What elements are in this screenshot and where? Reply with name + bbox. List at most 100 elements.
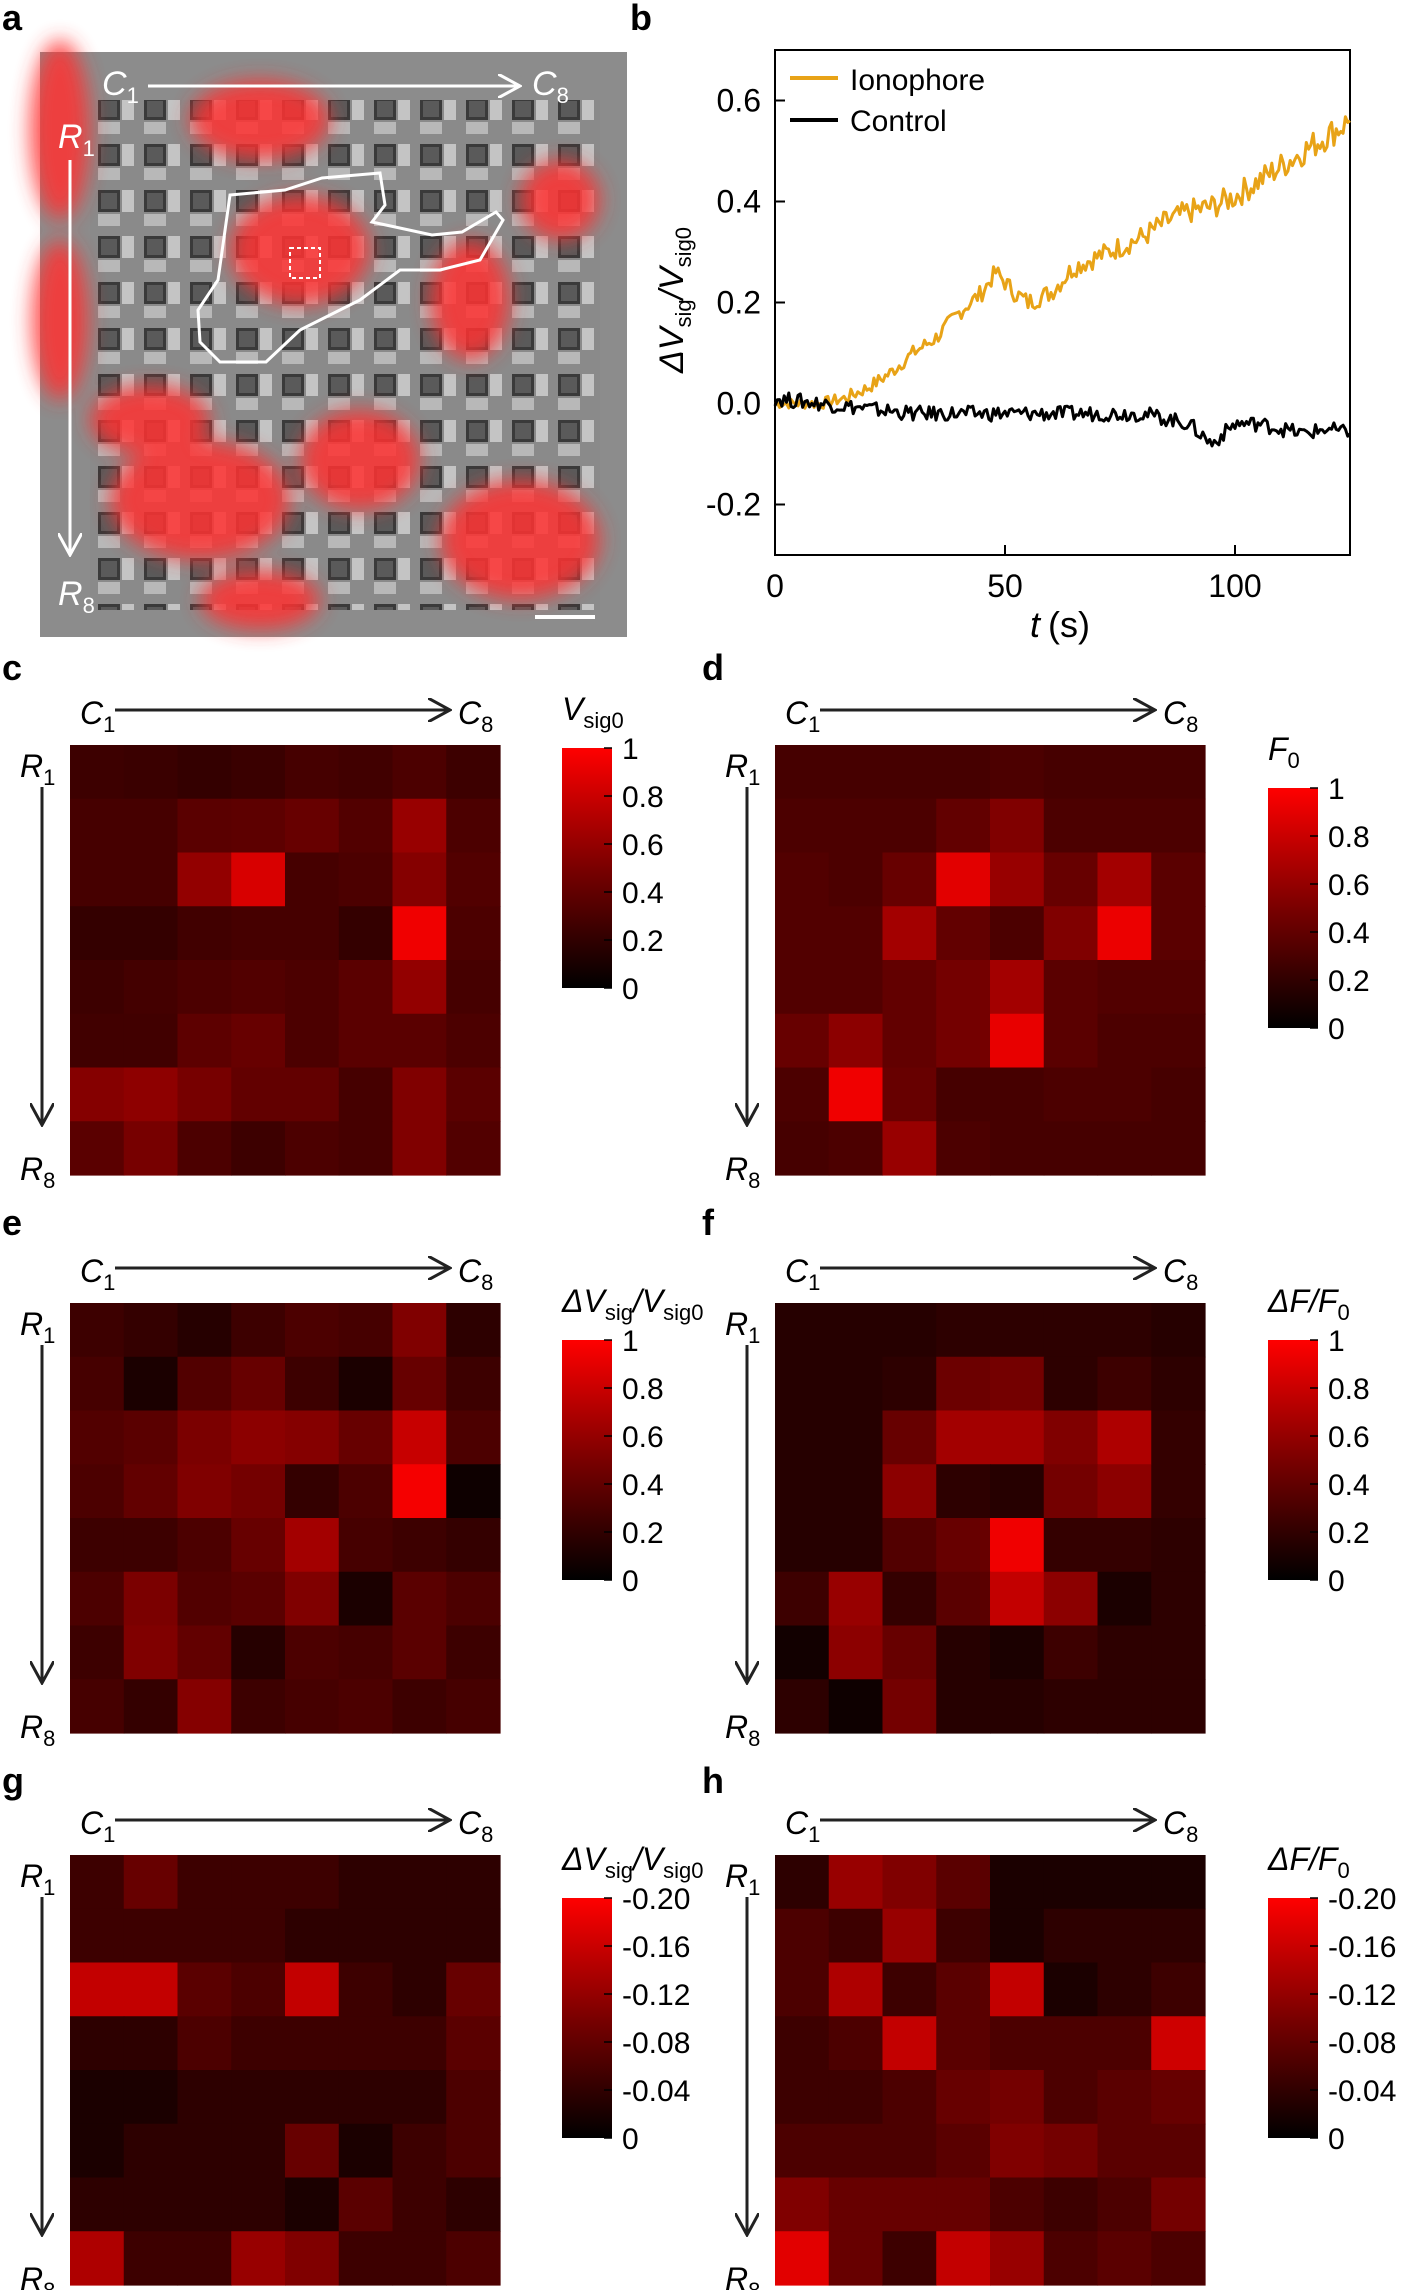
panel-g: g C1 C8 R1 R8 ΔVsig/Vsig0-0.20 -0.16 -0.12 -0.08… [2,1760,704,2290]
heatmap-cell [285,1908,340,1964]
heatmap-cell [392,852,447,907]
colorbar-tick-label: 0.2 [1328,1517,1370,1550]
colorbar [562,748,612,988]
heatmap-cell [177,798,232,854]
heatmap-cell [70,906,125,961]
heatmap-cell [1043,2231,1099,2286]
heatmap-cell [285,1962,340,2017]
heatmap-cell [828,1121,884,1176]
heatmap-cell [392,1962,447,2017]
heatmap-cell [828,2016,884,2071]
heatmap-cell [1151,2177,1206,2232]
heatmap-cell [1097,2231,1152,2286]
heatmap-cell [936,1679,991,1734]
heatmap-cell [775,960,830,1015]
heatmap-cell [123,1067,179,1122]
panel-letter-e: e [2,1202,22,1243]
heatmap-cell [1097,1518,1152,1573]
heatmap-cell [285,1121,340,1176]
heatmap-cell [1043,1013,1099,1069]
heatmap-cell [70,1464,125,1519]
heatmap-cell [285,852,340,907]
heatmap-cell [392,1855,447,1910]
heatmap-cell [177,1908,232,1964]
heatmap-cell [775,798,830,854]
colorbar-tick-label: 0.8 [1328,1373,1370,1406]
heatmap-cell [1097,1464,1152,1519]
heatmap-cell [285,2177,340,2232]
heatmap-cell [392,1464,447,1519]
heatmap-cell [1043,2016,1099,2071]
heatmap-cell [123,1121,179,1176]
heatmap-cell [1151,2123,1206,2179]
heatmap-cell [446,1908,501,1964]
heatmap-cell [338,1962,394,2017]
heatmap-cell [1043,2123,1099,2179]
colorbar-tick-label: 0 [622,1565,639,1598]
heatmap-cell [1151,1908,1206,1964]
heatmap-cell [285,1013,340,1069]
colorbar-tick-label: -0.08 [622,2027,690,2060]
heatmap-cell [828,798,884,854]
heatmap-cell [990,1121,1045,1176]
heatmap-cell [1043,1303,1099,1358]
heatmap-cell [936,1013,991,1069]
heatmap-cell [446,1518,501,1573]
heatmap-cell [882,1518,937,1573]
heatmap-cell [285,2070,340,2125]
heatmap-cell [177,960,232,1015]
heatmap-cell [936,906,991,961]
heatmap-cell [882,2123,937,2179]
heatmap-cell [936,2070,991,2125]
heatmap-cell [338,1067,394,1122]
colorbar-title: F0 [1268,731,1300,773]
colorbar-tick-label: -0.04 [1328,2075,1396,2108]
colorbar [1268,1898,1318,2138]
heatmap-cell [446,1303,501,1358]
heatmap-cell [446,1855,501,1910]
heatmap-cell [936,1962,991,2017]
heatmap-cell [338,1121,394,1176]
heatmap-cell [775,1518,830,1573]
heatmap-cell [231,1962,286,2017]
heatmap-cell [990,1625,1045,1680]
heatmap-cell [231,852,286,907]
heatmap-cell [775,906,830,961]
heatmap-cell [231,2123,286,2179]
heatmap-cell [231,1410,286,1465]
heatmap-cell [392,2123,447,2179]
heatmap-cell [338,2070,394,2125]
heatmap-cell [828,1356,884,1412]
heatmap-cell [177,1571,232,1627]
heatmap-cell [285,1679,340,1734]
colorbar-tick-label: 0.2 [622,1517,664,1550]
heatmap-cell [338,1518,394,1573]
heatmap-cell [990,1464,1045,1519]
heatmap-cell [231,1121,286,1176]
colorbar-tick-label: 0 [622,2123,639,2156]
heatmap-cell [446,745,501,800]
row-label-start: R1 [725,1858,760,1900]
heatmap-cell [446,960,501,1015]
heatmap-cell [231,1067,286,1122]
series-line-control [773,391,1352,448]
heatmap-cell [990,1855,1045,1910]
colorbar-tick-label: 0.8 [622,781,664,814]
heatmap-cell [990,798,1045,854]
colorbar-title: ΔF/F0 [1267,1283,1350,1325]
heatmap-cell [1097,1121,1152,1176]
heatmap-cell [936,1121,991,1176]
heatmap-cell [990,2231,1045,2286]
row-label-start: R1 [20,1858,55,1900]
heatmap-cell [285,1518,340,1573]
heatmap-cell [882,852,937,907]
heatmap-cell [936,1518,991,1573]
x-tick-label: 50 [987,568,1023,604]
heatmap-cell [285,1356,340,1412]
heatmap-cell [1097,2016,1152,2071]
heatmap-cell [177,1121,232,1176]
heatmap-cell [1097,1908,1152,1964]
panel-letter-h: h [702,1760,724,1801]
colorbar-tick-label: -0.16 [622,1931,690,1964]
